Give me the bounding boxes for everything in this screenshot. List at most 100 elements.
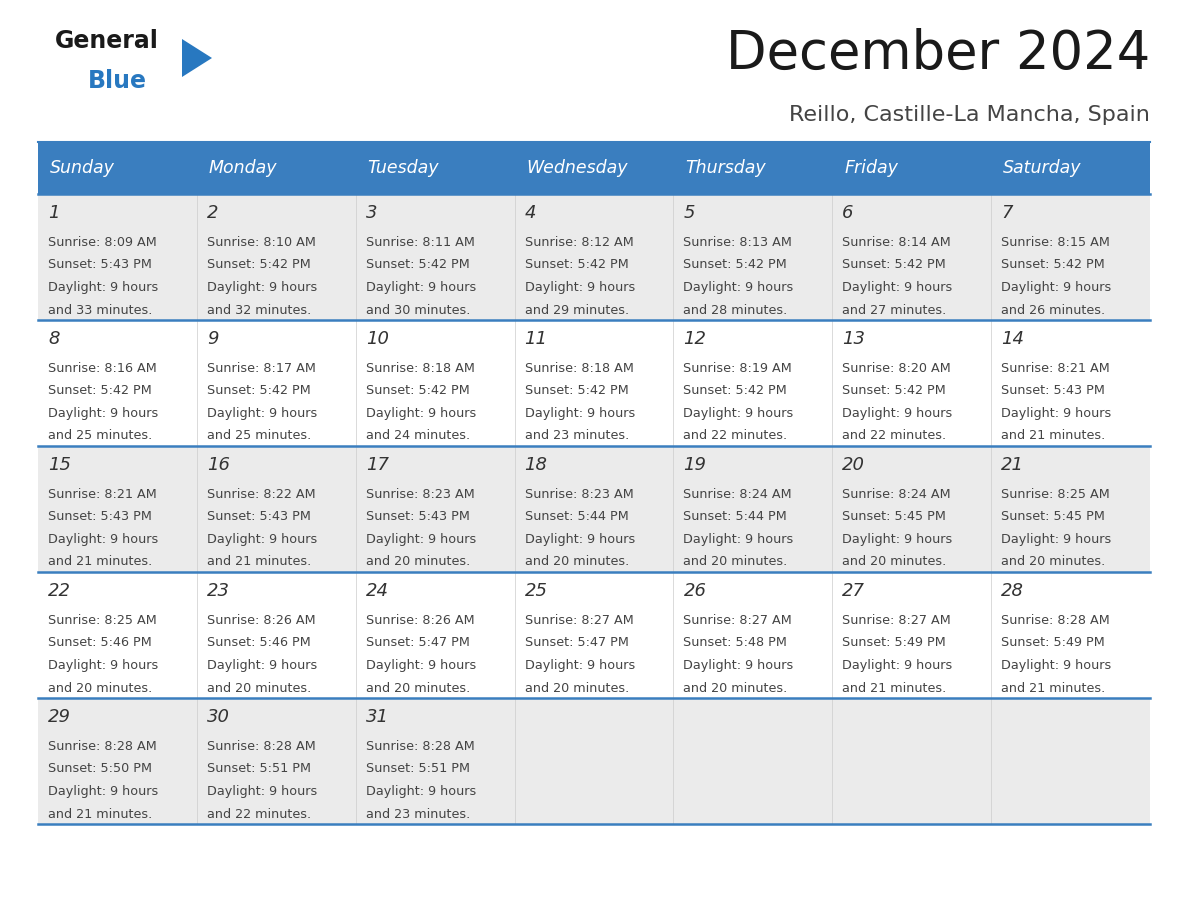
Text: and 20 minutes.: and 20 minutes. [1001, 555, 1105, 568]
Text: and 21 minutes.: and 21 minutes. [1001, 681, 1105, 695]
Text: Sunset: 5:51 PM: Sunset: 5:51 PM [207, 763, 311, 776]
Bar [991, 194, 1150, 320]
Text: Sunrise: 8:09 AM: Sunrise: 8:09 AM [48, 236, 157, 249]
Text: 30: 30 [207, 708, 229, 726]
Text: Daylight: 9 hours: Daylight: 9 hours [207, 407, 317, 420]
Text: Sunrise: 8:16 AM: Sunrise: 8:16 AM [48, 362, 157, 375]
Text: and 26 minutes.: and 26 minutes. [1001, 304, 1105, 317]
Bar [674, 320, 833, 446]
Text: 7: 7 [1001, 204, 1012, 222]
Text: Sunrise: 8:23 AM: Sunrise: 8:23 AM [366, 488, 474, 501]
Bar [991, 446, 1150, 572]
Bar [38, 698, 197, 824]
Text: and 20 minutes.: and 20 minutes. [683, 555, 788, 568]
Text: 2: 2 [207, 204, 219, 222]
Text: Daylight: 9 hours: Daylight: 9 hours [48, 533, 158, 546]
Bar [674, 572, 833, 698]
Text: and 21 minutes.: and 21 minutes. [842, 681, 947, 695]
Text: and 21 minutes.: and 21 minutes. [48, 555, 152, 568]
Text: and 23 minutes.: and 23 minutes. [366, 808, 470, 821]
Bar [991, 142, 1150, 194]
Bar [197, 142, 355, 194]
Text: Sunset: 5:43 PM: Sunset: 5:43 PM [1001, 385, 1105, 397]
Text: Sunrise: 8:19 AM: Sunrise: 8:19 AM [683, 362, 792, 375]
Text: Daylight: 9 hours: Daylight: 9 hours [207, 533, 317, 546]
Text: Sunrise: 8:20 AM: Sunrise: 8:20 AM [842, 362, 952, 375]
Text: Sunset: 5:45 PM: Sunset: 5:45 PM [1001, 510, 1105, 523]
Text: and 20 minutes.: and 20 minutes. [48, 681, 152, 695]
Text: Daylight: 9 hours: Daylight: 9 hours [683, 281, 794, 294]
Text: Daylight: 9 hours: Daylight: 9 hours [48, 281, 158, 294]
Text: 5: 5 [683, 204, 695, 222]
Text: Sunset: 5:42 PM: Sunset: 5:42 PM [525, 259, 628, 272]
Text: Sunrise: 8:27 AM: Sunrise: 8:27 AM [842, 614, 952, 627]
Text: Sunrise: 8:11 AM: Sunrise: 8:11 AM [366, 236, 474, 249]
Text: and 20 minutes.: and 20 minutes. [842, 555, 947, 568]
Text: Sunrise: 8:27 AM: Sunrise: 8:27 AM [683, 614, 792, 627]
Text: 3: 3 [366, 204, 378, 222]
Text: and 28 minutes.: and 28 minutes. [683, 304, 788, 317]
Text: Sunrise: 8:12 AM: Sunrise: 8:12 AM [525, 236, 633, 249]
Text: Sunset: 5:44 PM: Sunset: 5:44 PM [683, 510, 788, 523]
Text: and 25 minutes.: and 25 minutes. [207, 430, 311, 442]
Text: Sunset: 5:46 PM: Sunset: 5:46 PM [48, 636, 152, 650]
Text: Sunset: 5:45 PM: Sunset: 5:45 PM [842, 510, 946, 523]
Bar [197, 446, 355, 572]
Text: Daylight: 9 hours: Daylight: 9 hours [48, 659, 158, 672]
Text: 12: 12 [683, 330, 707, 348]
Text: Daylight: 9 hours: Daylight: 9 hours [842, 407, 953, 420]
Text: 8: 8 [48, 330, 59, 348]
Text: Sunset: 5:42 PM: Sunset: 5:42 PM [207, 385, 310, 397]
Text: Daylight: 9 hours: Daylight: 9 hours [842, 659, 953, 672]
Bar [38, 142, 197, 194]
Text: Daylight: 9 hours: Daylight: 9 hours [842, 533, 953, 546]
Text: 21: 21 [1001, 456, 1024, 474]
Bar [514, 142, 674, 194]
Text: 25: 25 [525, 582, 548, 600]
Bar [991, 320, 1150, 446]
Text: Sunset: 5:50 PM: Sunset: 5:50 PM [48, 763, 152, 776]
Text: Sunset: 5:43 PM: Sunset: 5:43 PM [366, 510, 469, 523]
Text: Sunset: 5:43 PM: Sunset: 5:43 PM [48, 510, 152, 523]
Text: 13: 13 [842, 330, 865, 348]
Bar [833, 142, 991, 194]
Bar [355, 142, 514, 194]
Text: Sunset: 5:47 PM: Sunset: 5:47 PM [525, 636, 628, 650]
Text: Sunrise: 8:14 AM: Sunrise: 8:14 AM [842, 236, 952, 249]
Bar [514, 572, 674, 698]
Bar [833, 194, 991, 320]
Bar [674, 698, 833, 824]
Text: 20: 20 [842, 456, 865, 474]
Text: 16: 16 [207, 456, 229, 474]
Bar [833, 446, 991, 572]
Text: Sunday: Sunday [50, 159, 115, 177]
Text: Sunrise: 8:25 AM: Sunrise: 8:25 AM [1001, 488, 1110, 501]
Text: and 25 minutes.: and 25 minutes. [48, 430, 152, 442]
Text: and 20 minutes.: and 20 minutes. [525, 555, 628, 568]
Text: Daylight: 9 hours: Daylight: 9 hours [207, 785, 317, 798]
Text: Sunset: 5:42 PM: Sunset: 5:42 PM [366, 259, 469, 272]
Bar [514, 698, 674, 824]
Text: Sunset: 5:42 PM: Sunset: 5:42 PM [525, 385, 628, 397]
Text: Sunset: 5:42 PM: Sunset: 5:42 PM [842, 259, 946, 272]
Bar [514, 194, 674, 320]
Bar [514, 320, 674, 446]
Text: and 30 minutes.: and 30 minutes. [366, 304, 470, 317]
Text: Monday: Monday [209, 159, 277, 177]
Text: Sunrise: 8:26 AM: Sunrise: 8:26 AM [366, 614, 474, 627]
Bar [38, 446, 197, 572]
Text: 15: 15 [48, 456, 71, 474]
Text: and 21 minutes.: and 21 minutes. [48, 808, 152, 821]
Text: Sunset: 5:43 PM: Sunset: 5:43 PM [207, 510, 311, 523]
Text: Sunrise: 8:24 AM: Sunrise: 8:24 AM [683, 488, 792, 501]
Text: Daylight: 9 hours: Daylight: 9 hours [366, 533, 476, 546]
Text: 17: 17 [366, 456, 388, 474]
Text: Daylight: 9 hours: Daylight: 9 hours [525, 659, 634, 672]
Bar [197, 194, 355, 320]
Text: Friday: Friday [845, 159, 898, 177]
Text: and 22 minutes.: and 22 minutes. [842, 430, 947, 442]
Bar [674, 194, 833, 320]
Bar [355, 698, 514, 824]
Text: and 27 minutes.: and 27 minutes. [842, 304, 947, 317]
Text: Daylight: 9 hours: Daylight: 9 hours [366, 785, 476, 798]
